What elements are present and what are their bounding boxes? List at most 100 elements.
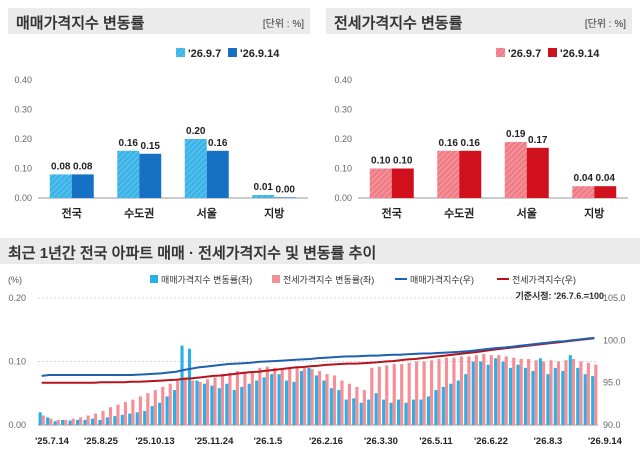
trend-sale-rate-bar	[120, 414, 124, 425]
trend-jeonse-rate-bar	[71, 418, 75, 425]
trend-sale-rate-bar	[180, 345, 184, 425]
trend-sale-rate-bar	[232, 390, 236, 425]
trend-sale-rate-bar	[501, 361, 505, 425]
trend-jeonse-rate-bar	[138, 396, 142, 425]
trend-sale-rate-bar	[98, 419, 102, 425]
trend-sale-rate-bar	[60, 419, 65, 425]
trend-sale-rate-bar	[322, 380, 326, 425]
trend-jeonse-rate-bar	[340, 380, 344, 425]
trend-sale-rate-bar	[292, 381, 296, 425]
trend-jeonse-rate-bar	[571, 358, 576, 425]
sale-bar-3-0	[252, 195, 275, 198]
sale-category-label: 지방	[264, 206, 284, 220]
trend-sale-rate-bar	[367, 399, 371, 425]
trend-sale-rate-bar	[494, 358, 498, 425]
trend-jeonse-rate-bar	[355, 386, 359, 425]
trend-jeonse-rate-bar	[258, 367, 262, 425]
sale-data-label: 0.00	[276, 184, 296, 195]
trend-sale-rate-bar	[329, 388, 333, 425]
trend-legend-label-1: 전세가격지수 변동률(좌)	[283, 274, 374, 285]
sale-data-label: 0.16	[208, 138, 228, 149]
trend-jeonse-rate-bar	[527, 358, 531, 425]
trend-right-ytick: 105.0	[603, 293, 626, 303]
trend-xtick-label: '26.3.30	[364, 436, 398, 447]
trend-jeonse-rate-bar	[489, 355, 493, 425]
trend-panel-header: 최근 1년간 전국 아파트 매매 · 전세가격지수 및 변동률 추이	[0, 238, 640, 264]
trend-sale-rate-bar	[83, 419, 87, 425]
trend-sale-rate-bar	[411, 399, 416, 425]
trend-left-unit: (%)	[8, 275, 22, 285]
trend-sale-rate-bar	[284, 380, 289, 425]
trend-jeonse-rate-bar	[146, 393, 150, 425]
trend-jeonse-rate-bar	[295, 366, 299, 425]
trend-jeonse-rate-bar	[79, 417, 83, 425]
trend-jeonse-rate-bar	[318, 371, 322, 425]
trend-sale-rate-bar	[591, 376, 595, 425]
trend-sale-rate-bar	[68, 420, 72, 425]
trend-xtick-label: '26.6.22	[474, 436, 508, 447]
sale-bar-0-0	[49, 174, 72, 198]
trend-sale-rate-bar	[225, 383, 229, 425]
jeonse-legend-label-1: '26.9.14	[560, 48, 600, 60]
sale-data-label: 0.01	[254, 182, 274, 193]
jeonse-category-label: 서울	[517, 206, 537, 220]
trend-jeonse-rate-bar	[220, 374, 225, 425]
jeonse-bar-3-0	[572, 186, 595, 198]
jeonse-bar-0-0	[369, 168, 392, 198]
trend-left-ytick: 0.20	[8, 293, 26, 303]
trend-jeonse-rate-bar	[64, 419, 68, 425]
trend-jeonse-rate-bar	[437, 358, 441, 425]
jeonse-category-label: 전국	[382, 206, 402, 220]
trend-sale-rate-bar	[531, 371, 535, 425]
trend-jeonse-rate-bar	[183, 377, 187, 425]
trend-sale-rate-bar	[546, 374, 550, 425]
trend-jeonse-rate-bar	[243, 372, 247, 425]
trend-jeonse-rate-bar	[108, 407, 113, 425]
trend-jeonse-rate-bar	[161, 386, 165, 425]
trend-sale-rate-bar	[337, 390, 341, 425]
trend-jeonse-rate-bar	[534, 360, 538, 425]
trend-right-ytick: 95.0	[603, 378, 621, 388]
sale-data-label: 0.15	[141, 141, 161, 152]
trend-jeonse-rate-bar	[444, 357, 449, 425]
jeonse-bar-3-1	[594, 186, 617, 198]
trend-sale-rate-bar	[202, 383, 206, 425]
jeonse-bar-2-1	[526, 147, 549, 198]
trend-jeonse-rate-bar	[325, 374, 329, 425]
trend-jeonse-rate-bar	[392, 364, 396, 425]
trend-jeonse-rate-bar	[250, 371, 254, 425]
jeonse-data-label: 0.16	[461, 138, 481, 149]
trend-sale-rate-bar	[46, 417, 50, 425]
jeonse-data-label: 0.10	[371, 156, 391, 167]
trend-sale-rate-bar	[553, 367, 557, 425]
sale-legend-swatch-1	[228, 48, 237, 57]
sale-data-label: 0.08	[51, 161, 71, 172]
trend-jeonse-rate-bar	[228, 372, 232, 425]
trend-jeonse-rate-bar	[407, 362, 411, 425]
sale-bar-1-1	[139, 153, 162, 198]
trend-jeonse-rate-bar	[288, 367, 292, 425]
trend-jeonse-rate-bar	[49, 418, 53, 425]
trend-jeonse-rate-bar	[452, 357, 456, 425]
trend-sale-rate-bar	[516, 364, 520, 425]
jeonse-bar-0-1	[391, 168, 414, 198]
trend-sale-rate-bar	[143, 411, 147, 425]
trend-left-ytick: 0.00	[8, 420, 26, 430]
trend-jeonse-rate-bar	[310, 369, 314, 425]
trend-jeonse-rate-bar	[131, 399, 135, 425]
trend-xtick-label: '25.11.24	[195, 436, 234, 447]
sale-ytick-label: 0.10	[14, 164, 32, 174]
trend-sale-rate-bar	[172, 390, 177, 425]
jeonse-legend-label-0: '26.9.7	[508, 48, 541, 60]
jeonse-legend-swatch-0	[496, 48, 505, 57]
trend-jeonse-rate-bar	[191, 380, 195, 425]
sale-panel-unit: [단위 : %]	[262, 19, 304, 30]
trend-sale-rate-bar	[314, 375, 318, 425]
trend-panel-title: 최근 1년간 전국 아파트 매매 · 전세가격지수 및 변동률 추이	[8, 245, 377, 262]
sale-legend-label-0: '26.9.7	[188, 48, 221, 60]
trend-jeonse-rate-bar	[542, 361, 546, 425]
trend-sale-rate-bar	[53, 421, 57, 425]
trend-jeonse-rate-bar	[400, 364, 404, 425]
trend-jeonse-rate-bar	[303, 367, 307, 425]
trend-sale-rate-bar	[434, 390, 438, 425]
